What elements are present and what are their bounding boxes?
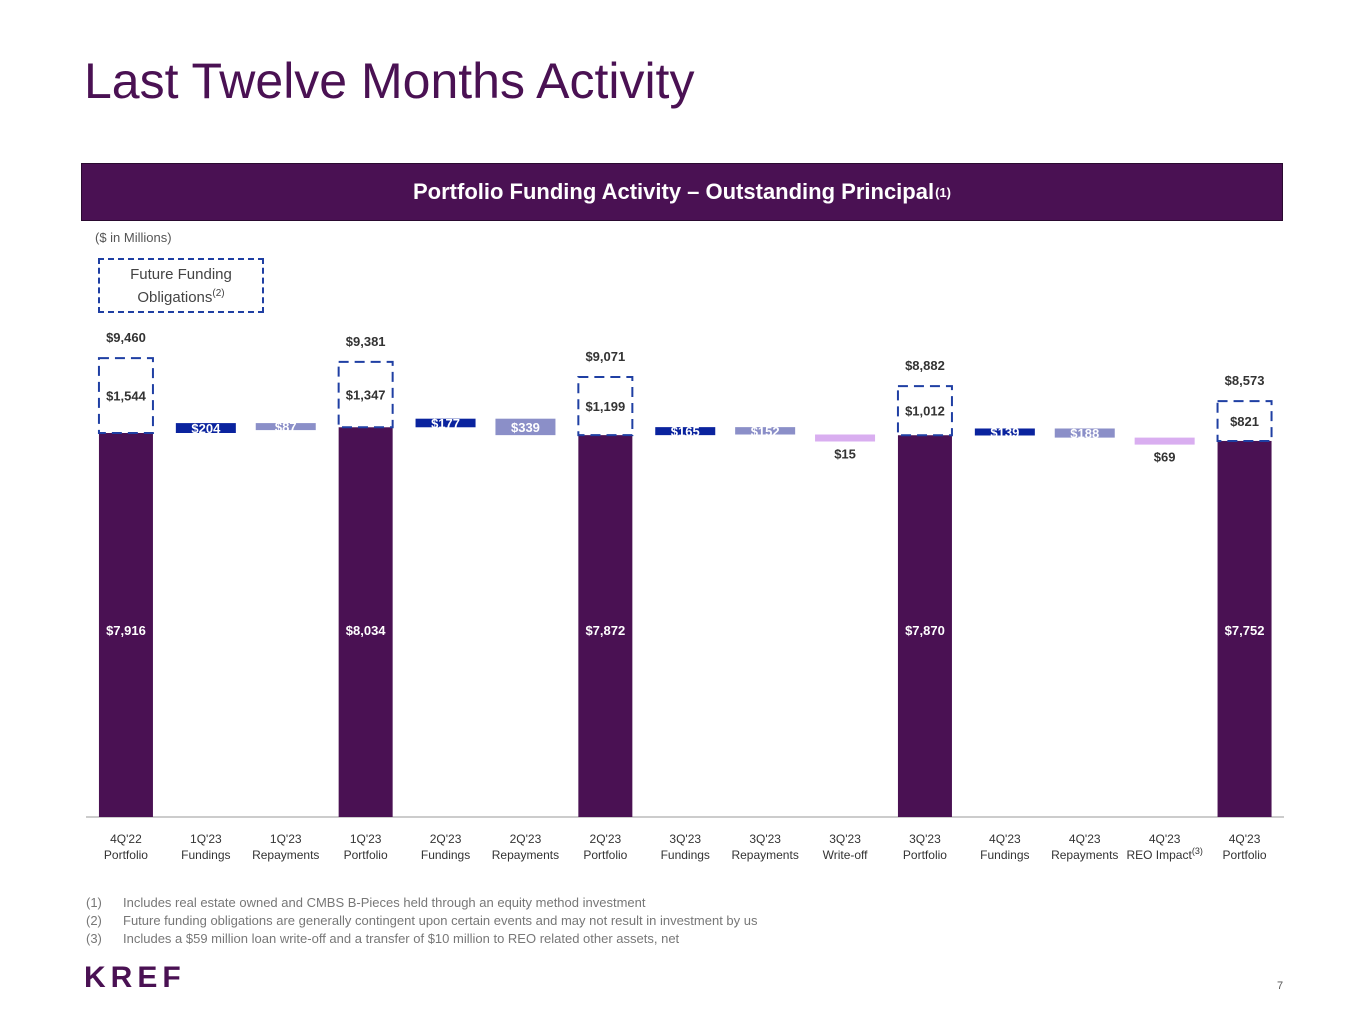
footnote-2-num: (2) xyxy=(86,913,102,928)
x-tick-label-line1: 2Q'23 xyxy=(510,832,542,846)
x-tick-label-line1: 4Q'23 xyxy=(1149,832,1181,846)
footnote-2-text: Future funding obligations are generally… xyxy=(123,913,758,928)
legend-footnote-ref: (2) xyxy=(212,287,225,299)
x-tick-footnote-ref: (3) xyxy=(1192,846,1203,856)
x-tick-label-line2: Portfolio xyxy=(583,848,627,862)
x-tick-label-line1: 4Q'23 xyxy=(1069,832,1101,846)
x-tick-label-line2: Write-off xyxy=(823,848,869,862)
banner-footnote-ref: (1) xyxy=(935,184,951,200)
kref-logo: KREF xyxy=(84,961,186,994)
bar-fundings xyxy=(175,423,236,433)
label-outstanding: $7,752 xyxy=(1225,623,1265,638)
label-outstanding: $8,034 xyxy=(346,623,387,638)
label-writeoff: $69 xyxy=(1154,450,1176,465)
x-tick-label-line1: 2Q'23 xyxy=(430,832,462,846)
x-tick-label-line1: 3Q'23 xyxy=(829,832,861,846)
bar-fundings xyxy=(415,418,476,428)
x-tick-label-line2: Fundings xyxy=(421,848,470,862)
label-fundings: $165 xyxy=(671,424,700,439)
footnote-1: (1) Includes real estate owned and CMBS … xyxy=(86,894,758,912)
waterfall-chart: $7,916 $1,544 $9,460 4Q'22 Portfolio $204 1Q'2… xyxy=(86,330,1284,862)
label-repayments: $152 xyxy=(751,424,780,439)
x-tick-label-line1: 3Q'23 xyxy=(749,832,781,846)
bar-portfolio-outstanding xyxy=(98,433,153,817)
x-tick-label-line1: 3Q'23 xyxy=(669,832,701,846)
label-outstanding: $7,872 xyxy=(585,623,625,638)
footnote-1-text: Includes real estate owned and CMBS B-Pi… xyxy=(123,895,646,910)
bar-future-funding xyxy=(577,375,634,437)
label-outstanding: $7,916 xyxy=(106,623,146,638)
x-tick-label-line2: Fundings xyxy=(980,848,1029,862)
label-repayments: $188 xyxy=(1070,426,1099,441)
x-tick-label-line1: 1Q'23 xyxy=(350,832,382,846)
x-tick-label-line1: 1Q'23 xyxy=(190,832,222,846)
x-tick-label-line2: Repayments xyxy=(731,848,798,862)
label-future-funding: $1,544 xyxy=(106,389,147,404)
footnote-3: (3) Includes a $59 million loan write-of… xyxy=(86,930,758,948)
label-total: $8,882 xyxy=(905,358,945,373)
label-future-funding: $1,347 xyxy=(346,388,386,403)
label-writeoff: $15 xyxy=(834,447,856,462)
label-total: $8,573 xyxy=(1225,373,1265,388)
legend-future-funding: Future Funding Obligations(2) xyxy=(98,258,264,313)
bar-portfolio-outstanding xyxy=(897,435,952,817)
x-tick-label-line2: Repayments xyxy=(492,848,559,862)
units-label: ($ in Millions) xyxy=(95,230,172,245)
bar-fundings xyxy=(655,427,716,436)
x-tick-label-line2: Fundings xyxy=(181,848,230,862)
label-future-funding: $1,012 xyxy=(905,404,945,419)
label-fundings: $177 xyxy=(431,416,460,431)
x-tick-label-line2: REO Impact(3) xyxy=(1126,846,1202,862)
legend-line2: Obligations xyxy=(137,288,213,306)
footnote-2: (2) Future funding obligations are gener… xyxy=(86,912,758,930)
bar-portfolio-outstanding xyxy=(578,435,633,817)
label-repayments: $87 xyxy=(275,420,297,435)
bar-repayments xyxy=(495,418,556,436)
x-tick-label-line2: Repayments xyxy=(1051,848,1118,862)
label-future-funding: $821 xyxy=(1230,414,1259,429)
bar-portfolio-outstanding xyxy=(1217,440,1272,817)
x-tick-label-line1: 2Q'23 xyxy=(590,832,622,846)
x-tick-label-line1: 1Q'23 xyxy=(270,832,302,846)
x-tick-label-line2: Fundings xyxy=(661,848,710,862)
label-fundings: $204 xyxy=(191,421,221,436)
bar-future-funding xyxy=(896,385,953,437)
label-total: $9,460 xyxy=(106,330,146,345)
x-tick-label-line2: Portfolio xyxy=(344,848,388,862)
label-total: $9,071 xyxy=(585,349,625,364)
x-tick-label-line1: 4Q'23 xyxy=(989,832,1021,846)
x-tick-label-line1: 4Q'23 xyxy=(1229,832,1261,846)
page-number: 7 xyxy=(1277,980,1284,992)
label-outstanding: $7,870 xyxy=(905,623,945,638)
bar-fundings xyxy=(974,428,1035,436)
label-repayments: $339 xyxy=(511,420,540,435)
x-tick-label-line2: Portfolio xyxy=(903,848,947,862)
footnote-3-text: Includes a $59 million loan write-off an… xyxy=(123,931,680,946)
banner-text: Portfolio Funding Activity – Outstanding… xyxy=(413,179,935,204)
bar-future-funding xyxy=(337,360,394,429)
bar-writeoff xyxy=(1134,437,1195,445)
x-tick-label-line1: 3Q'23 xyxy=(909,832,941,846)
x-tick-label-line1: 4Q'22 xyxy=(110,832,142,846)
page-title: Last Twelve Months Activity xyxy=(84,53,695,109)
label-fundings: $139 xyxy=(990,425,1019,440)
bar-writeoff xyxy=(815,434,876,442)
bar-future-funding xyxy=(1216,400,1273,442)
footnote-1-num: (1) xyxy=(86,895,102,910)
footnote-3-num: (3) xyxy=(86,931,102,946)
label-future-funding: $1,199 xyxy=(585,399,625,414)
x-tick-label-line2: Portfolio xyxy=(1223,848,1267,862)
legend-line1: Future Funding xyxy=(130,265,232,283)
footnotes: (1) Includes real estate owned and CMBS … xyxy=(86,894,758,948)
bar-repayments xyxy=(1054,428,1115,438)
bar-portfolio-outstanding xyxy=(338,427,393,817)
x-tick-label-line2: Portfolio xyxy=(104,848,148,862)
label-total: $9,381 xyxy=(346,334,386,349)
x-tick-label-line2: Repayments xyxy=(252,848,319,862)
bar-repayments xyxy=(735,427,796,435)
bar-repayments xyxy=(255,423,316,431)
chart-banner: Portfolio Funding Activity – Outstanding… xyxy=(81,163,1283,221)
